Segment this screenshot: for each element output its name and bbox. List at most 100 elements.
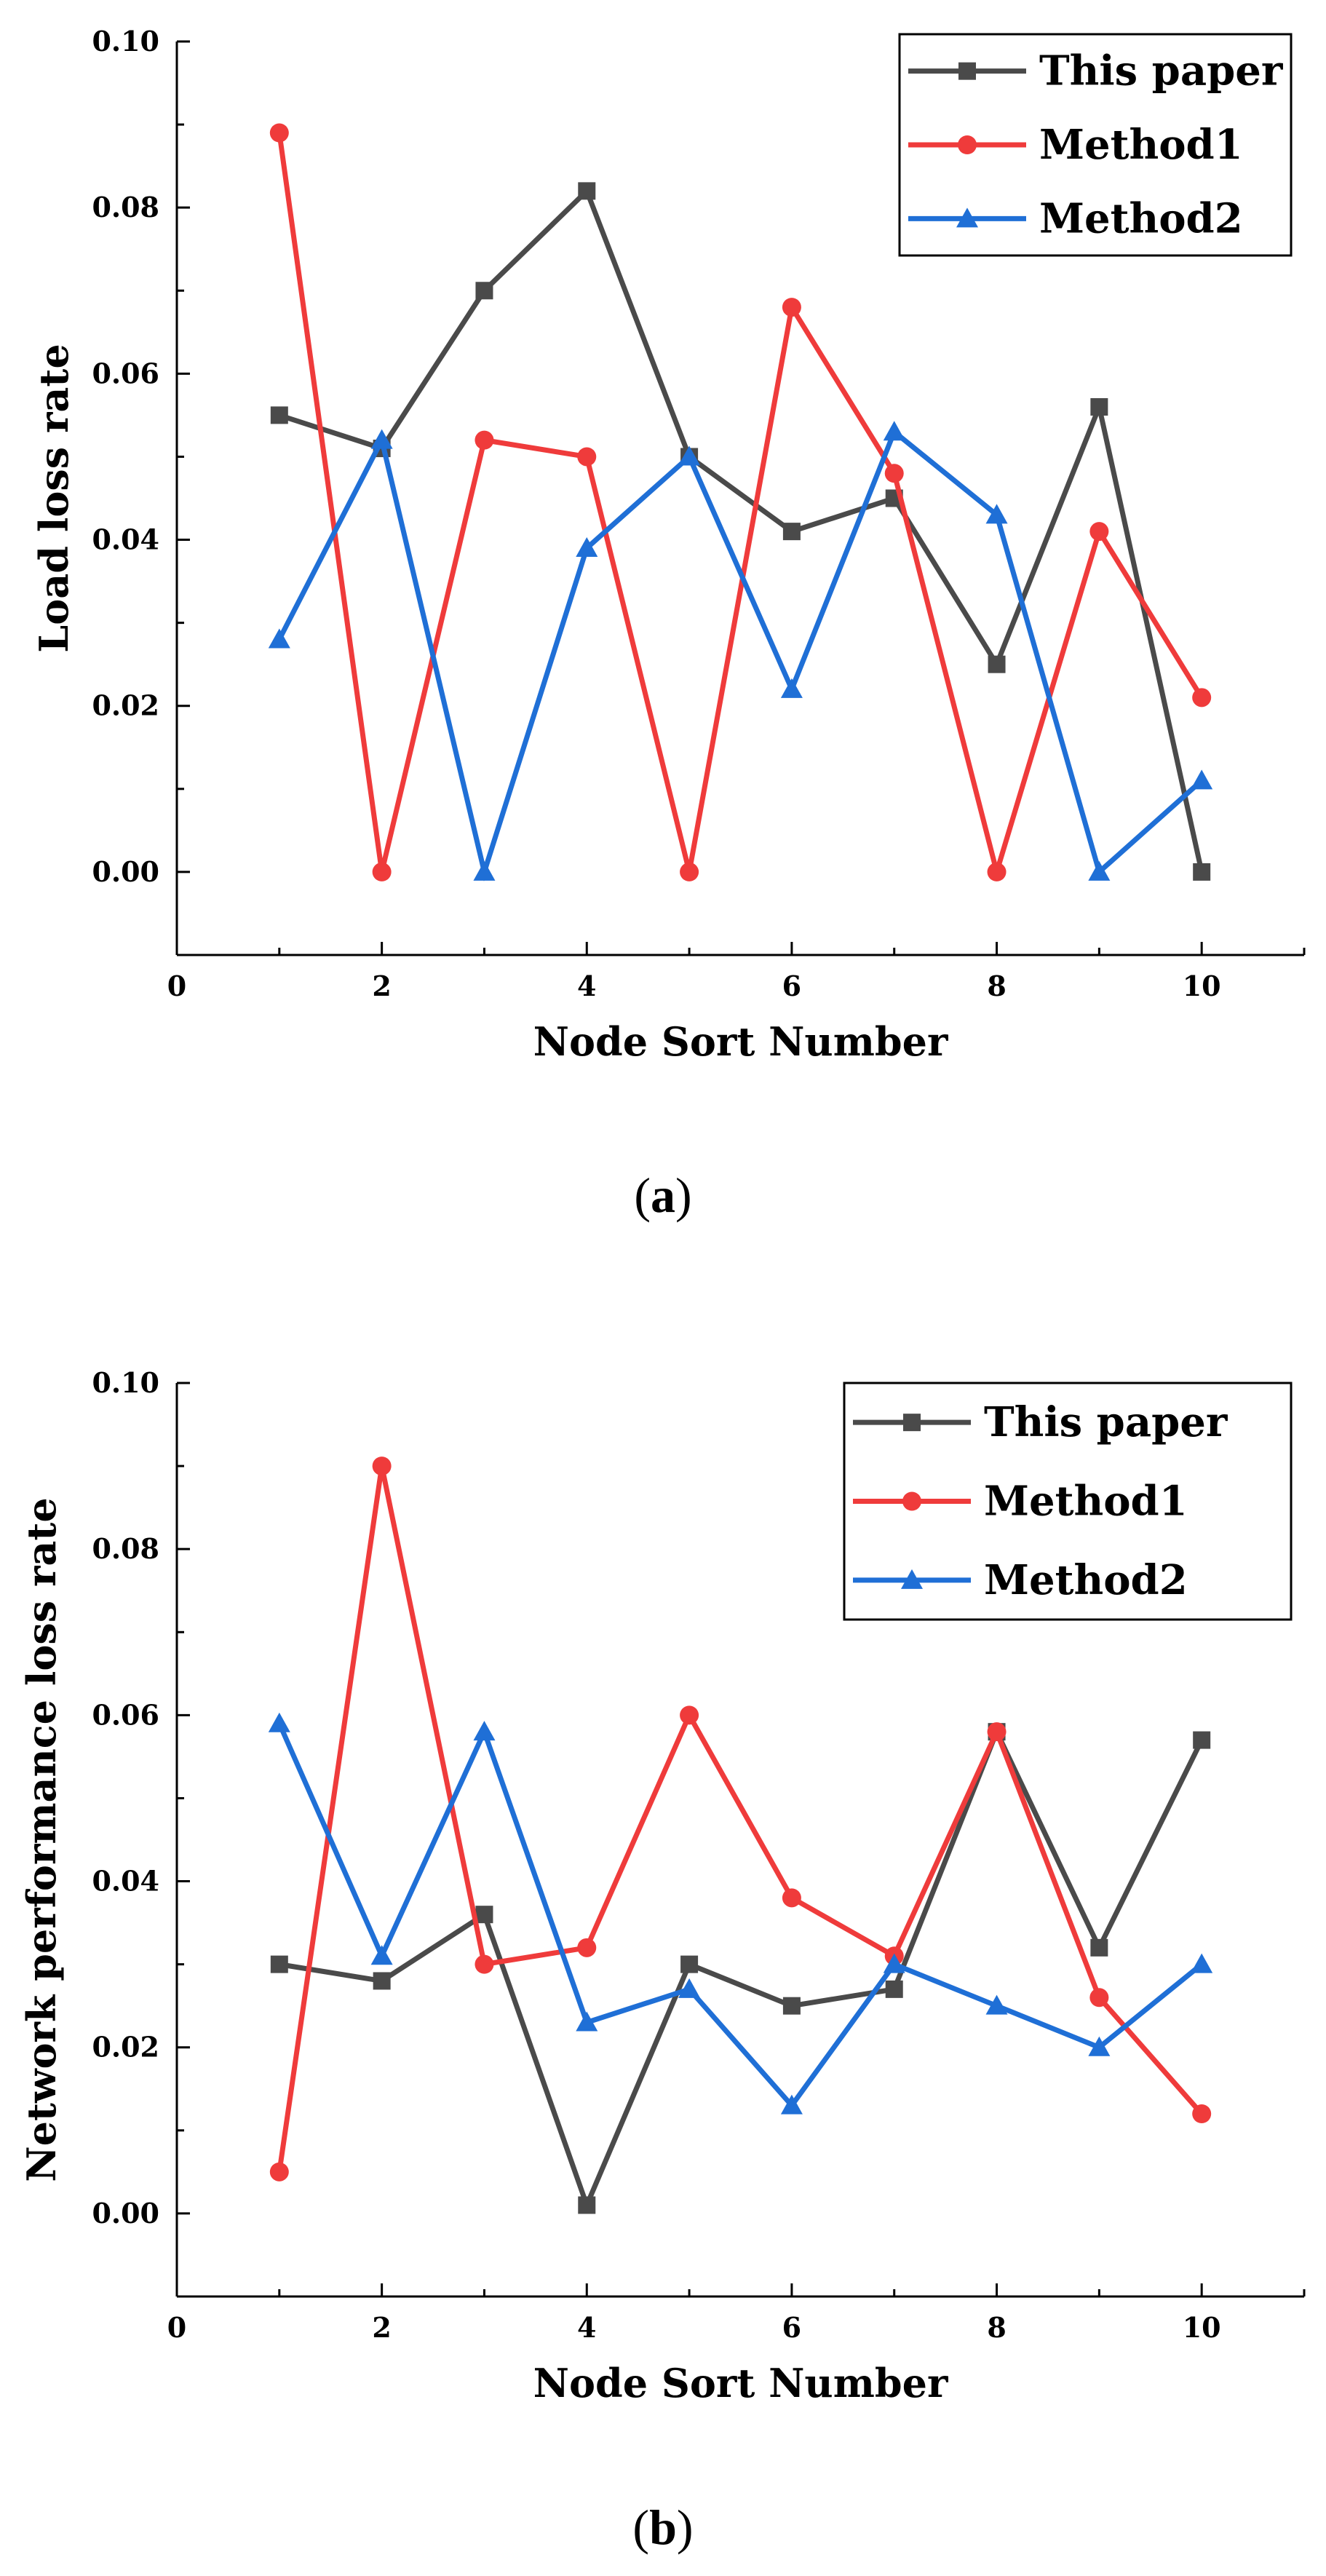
- panel-a-data-point: [578, 182, 596, 200]
- panel-a-data-point: [987, 862, 1007, 881]
- panel-a-x-tick-label: 6: [782, 970, 801, 1002]
- panel-b-data-point: [1088, 2036, 1111, 2056]
- panel-a-data-point: [475, 430, 494, 450]
- panel-a-series-line: [277, 427, 1204, 882]
- panel-b-data-point: [576, 2011, 598, 2032]
- panel-b-legend-marker: [902, 1491, 921, 1511]
- panel-b-legend-marker: [901, 1569, 923, 1589]
- panel-a-data-point: [985, 504, 1008, 524]
- panel-b-y-axis-title: Network performance loss rate: [18, 1497, 65, 2181]
- panel-a-x-tick-label: 2: [372, 970, 391, 1002]
- panel-a-legend-label: This paper: [1039, 47, 1284, 95]
- panel-a-data-point: [576, 536, 598, 557]
- panel-a-legend-label: Method2: [1039, 194, 1243, 242]
- panel-a-data-point: [1192, 688, 1212, 708]
- panel-a-data-point: [577, 447, 597, 467]
- panel-a-data-point: [1191, 769, 1213, 790]
- panel-b-series-line: [277, 1465, 1204, 2173]
- panel-b-data-point: [372, 1457, 392, 1476]
- panel-a-series-line: [278, 186, 1204, 873]
- panel-a-data-point: [782, 298, 801, 317]
- panel-a-data-point: [782, 523, 801, 541]
- panel-b-data-point: [475, 1954, 494, 1974]
- panel-a-data-point: [1088, 860, 1111, 881]
- panel-a-data-point: [678, 445, 701, 466]
- panel-a-data-point: [988, 655, 1006, 673]
- panel-a-legend-marker: [956, 207, 978, 228]
- panel-a-data-point: [780, 678, 803, 698]
- panel-b-y-tick-label: 0.02: [92, 2031, 159, 2064]
- panel-a-data-point: [370, 429, 393, 449]
- panel-b-legend-label: Method2: [984, 1556, 1188, 1604]
- caption-b: (b): [632, 2500, 693, 2555]
- panel-a-x-tick-label: 8: [987, 970, 1006, 1002]
- panel-b-data-point: [373, 1972, 391, 1990]
- panel-a-data-point: [883, 421, 905, 441]
- panel-a-data-point: [269, 123, 289, 143]
- panel-b-data-point: [883, 1953, 905, 1973]
- panel-a-data-point: [884, 464, 904, 483]
- panel-a-y-axis-title: Load loss rate: [31, 344, 77, 652]
- caption-a: (a): [634, 1168, 691, 1223]
- panel-b-y-tick-label: 0.08: [92, 1532, 159, 1565]
- panel-a-legend-label: Method1: [1039, 121, 1243, 169]
- panel-b-legend-label: Method1: [984, 1478, 1188, 1526]
- panel-a-legend-marker: [958, 62, 976, 80]
- panel-b-x-tick-label: 8: [987, 2311, 1006, 2344]
- panel-a-y-tick-label: 0.04: [92, 523, 159, 556]
- panel-b-x-tick-label: 10: [1183, 2311, 1221, 2344]
- panel-a-y-tick-label: 0.10: [92, 25, 159, 58]
- panel-b-series-line: [279, 1725, 1204, 2213]
- panel-b-data-point: [987, 1722, 1007, 1742]
- panel-a-data-point: [473, 860, 496, 881]
- panel-a-series-0: [270, 182, 1211, 881]
- panel-a-data-point: [1193, 863, 1211, 881]
- panel-b-data-point: [578, 2196, 596, 2214]
- panel-b-legend-marker: [903, 1414, 921, 1432]
- panel-b-x-tick-label: 2: [372, 2311, 391, 2344]
- panel-a-data-point: [1090, 398, 1108, 416]
- panel-a-y-tick-label: 0.06: [92, 357, 159, 389]
- panel-b-legend: This paper Method1 Method2: [843, 1382, 1293, 1621]
- panel-a-x-axis-title: Node Sort Number: [533, 1018, 948, 1065]
- panel-b-data-point: [270, 1955, 288, 1973]
- panel-b-data-point: [370, 1945, 393, 1965]
- panel-a-data-point: [475, 282, 493, 300]
- panel-b-data-point: [1089, 1988, 1109, 2008]
- chart-panel-b: 0.00 0.02 0.04 0.06 0.08 0.10 0 2 4 6 8 10 Node Sort…: [18, 1366, 1306, 2406]
- panel-a-data-point: [1089, 522, 1109, 542]
- panel-a-data-point: [268, 628, 290, 649]
- panel-a-y-tick-label: 0.00: [92, 855, 159, 888]
- panel-b-data-point: [680, 1955, 699, 1973]
- panel-b-data-point: [1192, 2104, 1212, 2123]
- panel-b-y-tick-label: 0.00: [92, 2197, 159, 2230]
- panel-b-data-point: [1193, 1731, 1211, 1749]
- panel-a-data-point: [270, 406, 288, 424]
- panel-a-x-tick-label: 0: [167, 970, 186, 1002]
- panel-b-data-point: [269, 2162, 289, 2181]
- panel-b-data-point: [1191, 1953, 1213, 1973]
- panel-b-data-point: [268, 1712, 290, 1732]
- panel-b-data-point: [985, 1994, 1008, 2015]
- panel-b-x-tick-label: 4: [577, 2311, 596, 2344]
- panel-b-data-point: [678, 1978, 701, 1998]
- panel-a-y-tick-label: 0.08: [92, 191, 159, 223]
- panel-b-data-point: [680, 1705, 699, 1725]
- panel-b-y-tick-label: 0.06: [92, 1698, 159, 1731]
- panel-b-series-line: [277, 1722, 1204, 2110]
- panel-b-y-tick-label: 0.04: [92, 1865, 159, 1898]
- panel-a-data-point: [680, 862, 699, 881]
- panel-b-data-point: [782, 1997, 801, 2015]
- panel-b-series-2: [268, 1712, 1213, 2115]
- panel-a-data-point: [372, 862, 392, 881]
- panel-b-series-1: [269, 1457, 1212, 2181]
- panel-b-x-axis-title: Node Sort Number: [533, 2360, 948, 2406]
- panel-b-y-tick-label: 0.10: [92, 1366, 159, 1399]
- panel-b-data-point: [475, 1906, 493, 1924]
- panel-b-series-0: [270, 1723, 1211, 2214]
- panel-a-x-tick-label: 10: [1183, 970, 1221, 1002]
- panel-b-data-point: [782, 1888, 801, 1908]
- panel-b-legend-label: This paper: [984, 1398, 1228, 1446]
- panel-b-data-point: [577, 1938, 597, 1957]
